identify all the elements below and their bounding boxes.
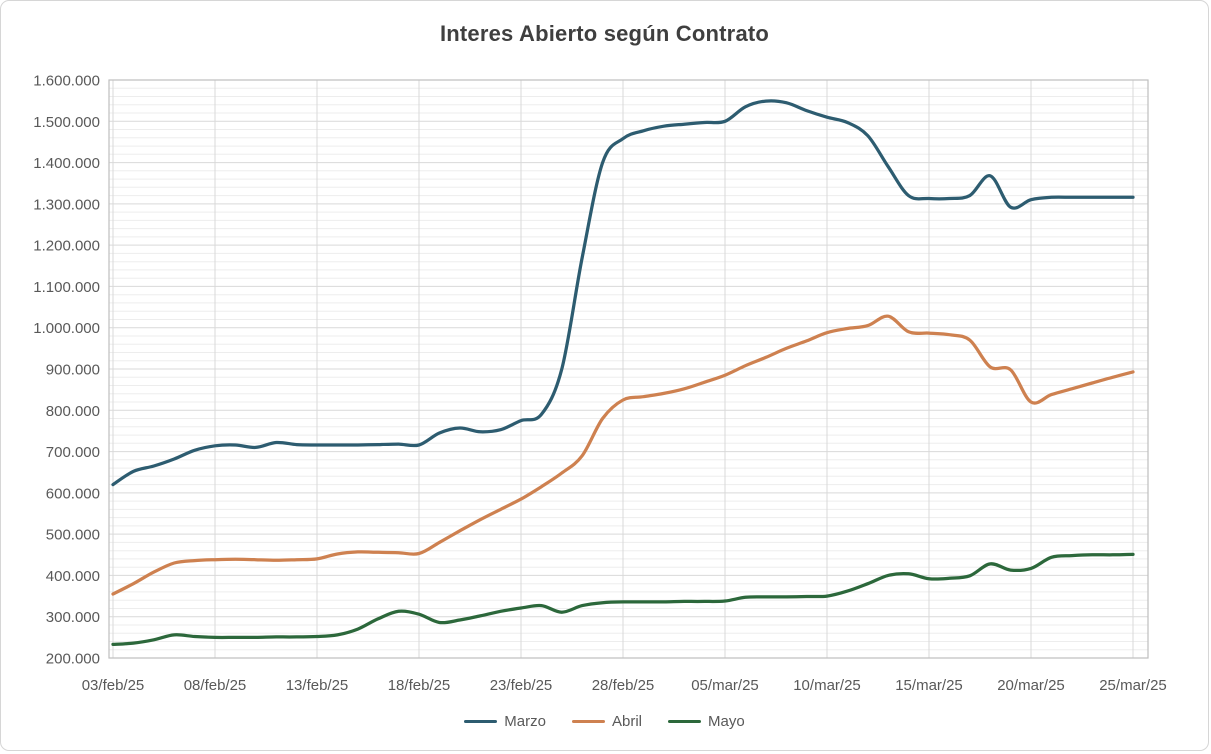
plot-frame [108, 79, 1149, 659]
y-axis-tick-label: 1.300.000 [33, 196, 100, 213]
y-axis-tick-label: 700.000 [46, 444, 100, 461]
legend-line-swatch [464, 719, 498, 724]
chart-legend: Marzo Abril Mayo [1, 713, 1208, 730]
y-axis-tick-label: 400.000 [46, 568, 100, 585]
x-axis-tick-label: 05/mar/25 [691, 677, 759, 694]
y-axis-tick-label: 500.000 [46, 527, 100, 544]
x-axis-tick-label: 25/mar/25 [1099, 677, 1167, 694]
x-axis-tick-label: 23/feb/25 [490, 677, 553, 694]
x-axis-tick-label: 13/feb/25 [286, 677, 349, 694]
x-axis-tick-label: 18/feb/25 [388, 677, 451, 694]
series-line-mayo [111, 552, 1135, 647]
y-axis-tick-label: 1.400.000 [33, 155, 100, 172]
series-line-abril [111, 314, 1135, 596]
y-axis-tick-label: 900.000 [46, 362, 100, 379]
x-axis-tick-label: 20/mar/25 [997, 677, 1065, 694]
legend-item-marzo: Marzo [464, 713, 546, 730]
x-axis-tick-label: 03/feb/25 [82, 677, 145, 694]
y-axis-tick-label: 200.000 [46, 651, 100, 668]
x-axis-tick-label: 10/mar/25 [793, 677, 861, 694]
x-axis-tick-label: 15/mar/25 [895, 677, 963, 694]
chart-title: Interes Abierto según Contrato [439, 21, 770, 46]
y-axis-tick-label: 1.200.000 [33, 238, 100, 255]
x-axis-tick-label: 08/feb/25 [184, 677, 247, 694]
y-axis-tick-label: 1.100.000 [33, 279, 100, 296]
y-axis-tick-label: 600.000 [46, 485, 100, 502]
legend-label: Abril [611, 713, 642, 730]
y-axis-tick-label: 1.000.000 [33, 320, 100, 337]
legend-label: Marzo [504, 713, 546, 730]
legend-label: Mayo [708, 713, 745, 730]
legend-item-mayo: Mayo [668, 713, 745, 730]
legend-line-swatch [668, 719, 701, 724]
y-axis-tick-label: 1.500.000 [33, 114, 100, 131]
y-axis-tick-label: 1.600.000 [33, 73, 100, 90]
series-line-marzo [111, 99, 1135, 487]
x-axis-tick-label: 28/feb/25 [592, 677, 655, 694]
legend-line-swatch [571, 719, 605, 724]
y-axis-tick-label: 800.000 [46, 403, 100, 420]
y-axis-tick-label: 300.000 [46, 609, 100, 626]
legend-item-abril: Abril [571, 713, 642, 730]
